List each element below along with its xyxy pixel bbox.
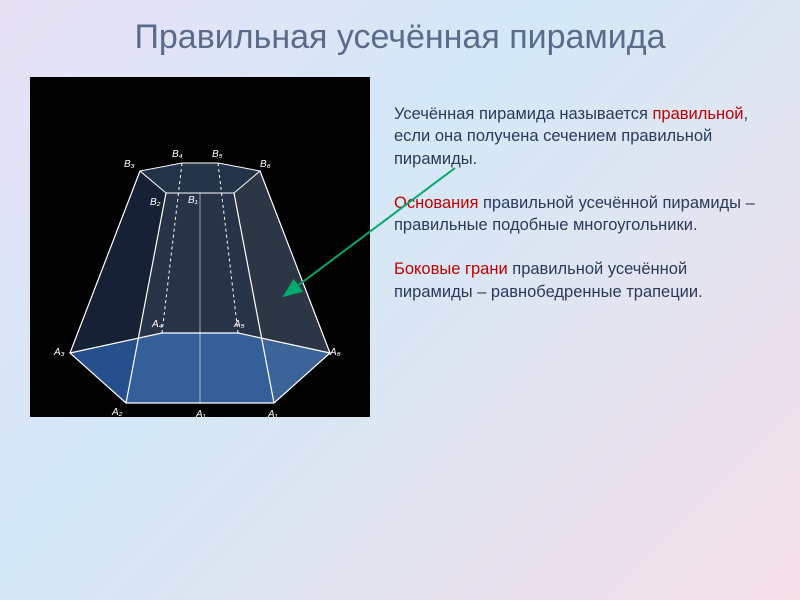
page-title: Правильная усечённая пирамида bbox=[0, 0, 800, 67]
label-B2: B₂ bbox=[150, 197, 161, 208]
content-row: A₁ A₂ A₃ A₄ A₅ A₆ A₁ B₁ B₂ B₃ B₄ B₅ B₆ У… bbox=[0, 67, 800, 437]
label-B3: B₃ bbox=[124, 159, 135, 170]
paragraph-2: Основания правильной усечённой пирамиды … bbox=[394, 192, 770, 237]
label-B1: B₁ bbox=[188, 195, 198, 206]
frustum-svg: A₁ A₂ A₃ A₄ A₅ A₆ A₁ B₁ B₂ B₃ B₄ B₅ B₆ bbox=[30, 77, 370, 417]
label-B4: B₄ bbox=[172, 149, 183, 160]
p1-pre: Усечённая пирамида называется bbox=[394, 105, 652, 123]
p2-highlight: Основания bbox=[394, 194, 478, 212]
text-column: Усечённая пирамида называется правильной… bbox=[394, 77, 770, 417]
paragraph-3: Боковые грани правильной усечённой пирам… bbox=[394, 258, 770, 303]
label-A2: A₂ bbox=[111, 407, 123, 417]
paragraph-1: Усечённая пирамида называется правильной… bbox=[394, 103, 770, 170]
label-A1: A₁ bbox=[195, 409, 206, 417]
pyramid-diagram: A₁ A₂ A₃ A₄ A₅ A₆ A₁ B₁ B₂ B₃ B₄ B₅ B₆ bbox=[30, 77, 370, 417]
p1-highlight: правильной bbox=[652, 105, 743, 123]
p3-highlight: Боковые грани bbox=[394, 260, 508, 278]
label-A1r: A₁ bbox=[267, 409, 278, 417]
label-A4: A₄ bbox=[151, 319, 163, 330]
label-B5: B₅ bbox=[212, 149, 223, 160]
label-B6: B₆ bbox=[260, 159, 271, 170]
label-A6: A₆ bbox=[329, 347, 341, 358]
label-A3: A₃ bbox=[53, 347, 65, 358]
label-A5: A₅ bbox=[233, 319, 245, 330]
